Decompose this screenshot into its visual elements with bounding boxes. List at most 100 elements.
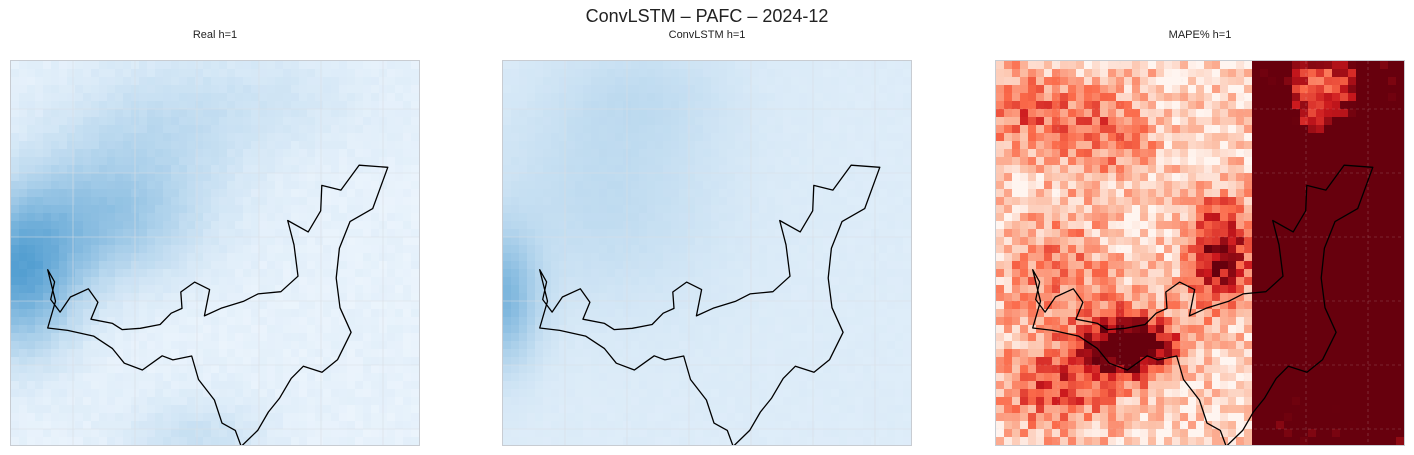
heatmap-cell — [559, 413, 568, 422]
heatmap-cell — [751, 285, 760, 294]
heatmap-cell — [387, 421, 396, 430]
heatmap-cell — [639, 349, 648, 358]
heatmap-cell — [251, 333, 260, 342]
heatmap-cell — [11, 197, 20, 206]
heatmap-cell — [727, 69, 736, 78]
heatmap-cell — [371, 213, 380, 222]
heatmap-cell — [331, 109, 340, 118]
heatmap-cell — [179, 317, 188, 326]
heatmap-cell — [203, 261, 212, 270]
heatmap-cell — [1004, 61, 1013, 70]
heatmap-cell — [179, 405, 188, 414]
heatmap-cell — [91, 253, 100, 262]
heatmap-cell — [767, 253, 776, 262]
heatmap-cell — [35, 181, 44, 190]
heatmap-cell — [243, 189, 252, 198]
heatmap-cell — [35, 61, 44, 70]
heatmap-cell — [831, 181, 840, 190]
heatmap-cell — [19, 333, 28, 342]
heatmap-cell — [583, 101, 592, 110]
heatmap-cell — [679, 317, 688, 326]
heatmap-cell — [387, 437, 396, 445]
heatmap-cell — [123, 357, 132, 366]
heatmap-cell — [639, 61, 648, 70]
heatmap-cell — [591, 261, 600, 270]
heatmap-cell — [527, 365, 536, 374]
heatmap-cell — [727, 333, 736, 342]
heatmap-cell — [171, 397, 180, 406]
heatmap-cell — [1140, 61, 1149, 70]
heatmap-cell — [887, 157, 896, 166]
heatmap-cell — [339, 149, 348, 158]
heatmap-cell — [403, 125, 412, 134]
heatmap-cell — [743, 301, 752, 310]
heatmap-cell — [235, 101, 244, 110]
heatmap-cell — [307, 237, 316, 246]
heatmap-cell — [195, 429, 204, 438]
heatmap-cell — [583, 285, 592, 294]
heatmap-cell — [863, 325, 872, 334]
heatmap-cell — [815, 69, 824, 78]
heatmap-cell — [735, 285, 744, 294]
heatmap-cell — [339, 285, 348, 294]
heatmap-cell — [711, 173, 720, 182]
heatmap-cell — [663, 357, 672, 366]
heatmap-cell — [823, 165, 832, 174]
heatmap-cell — [339, 157, 348, 166]
heatmap-cell — [139, 293, 148, 302]
heatmap-cell — [863, 85, 872, 94]
heatmap-cell — [847, 125, 856, 134]
heatmap-cell — [503, 173, 512, 182]
heatmap-cell — [879, 253, 888, 262]
heatmap-cell — [575, 229, 584, 238]
heatmap-cell — [727, 77, 736, 86]
heatmap-cell — [711, 125, 720, 134]
heatmap-cell — [19, 229, 28, 238]
heatmap-cell — [575, 397, 584, 406]
heatmap-cell — [583, 269, 592, 278]
heatmap-cell — [155, 157, 164, 166]
heatmap-cell — [275, 397, 284, 406]
heatmap-cell — [75, 333, 84, 342]
heatmap-cell — [27, 205, 36, 214]
heatmap-cell — [639, 429, 648, 438]
heatmap-cell — [323, 277, 332, 286]
heatmap-cell — [527, 301, 536, 310]
heatmap-cell — [511, 269, 520, 278]
heatmap-cell — [203, 229, 212, 238]
heatmap-cell — [179, 301, 188, 310]
heatmap-cell — [211, 261, 220, 270]
heatmap-cell — [831, 237, 840, 246]
heatmap-cell — [855, 69, 864, 78]
heatmap-cell — [155, 189, 164, 198]
heatmap-cell — [43, 365, 52, 374]
heatmap-cell — [363, 373, 372, 382]
heatmap-cell — [839, 157, 848, 166]
heatmap-cell — [59, 357, 68, 366]
heatmap-cell — [99, 349, 108, 358]
heatmap-cell — [567, 109, 576, 118]
heatmap-cell — [567, 133, 576, 142]
heatmap-cell — [67, 397, 76, 406]
heatmap-cell — [179, 149, 188, 158]
heatmap-cell — [647, 293, 656, 302]
heatmap-cell — [799, 357, 808, 366]
heatmap-cell — [195, 165, 204, 174]
heatmap-cell — [315, 125, 324, 134]
heatmap-cell — [743, 277, 752, 286]
heatmap-cell — [67, 101, 76, 110]
heatmap-cell — [847, 349, 856, 358]
heatmap-cell — [211, 189, 220, 198]
heatmap-cell — [879, 437, 888, 445]
heatmap-cell — [551, 293, 560, 302]
heatmap-cell — [147, 93, 156, 102]
heatmap-cell — [711, 397, 720, 406]
heatmap-cell — [235, 421, 244, 430]
heatmap-cell — [847, 429, 856, 438]
heatmap-cell — [743, 109, 752, 118]
heatmap-cell — [567, 125, 576, 134]
heatmap-cell — [331, 269, 340, 278]
heatmap-cell — [639, 325, 648, 334]
heatmap-cell — [647, 221, 656, 230]
heatmap-cell — [847, 309, 856, 318]
